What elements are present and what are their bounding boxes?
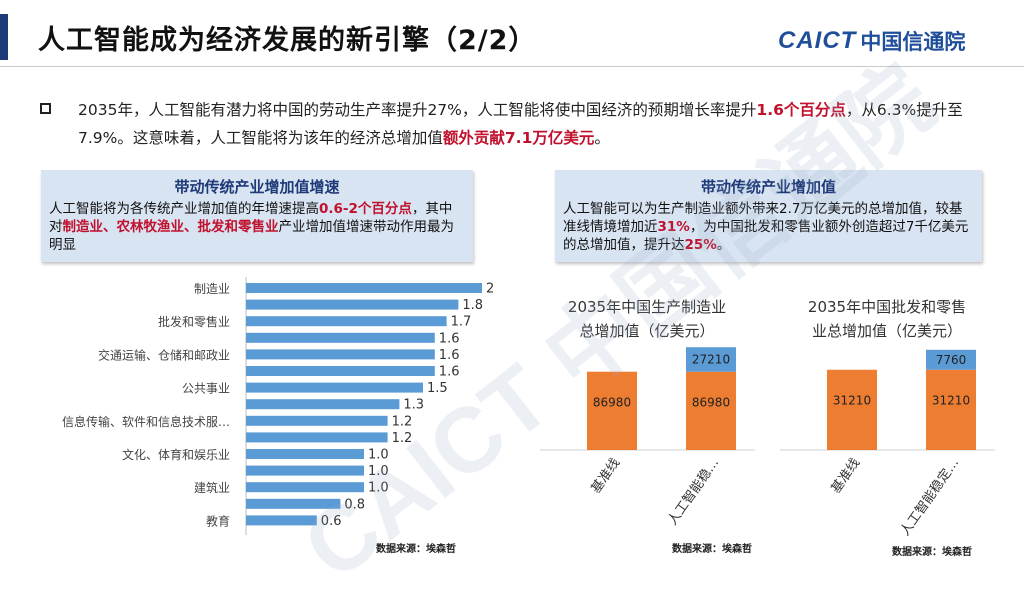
caict-logo: CAICT 中国信通院 [778,26,965,56]
intro-highlight-1: 1.6个百分点 [756,101,846,119]
x-category-label: 人工智能稳定… [897,455,962,539]
chart-title: 总增加值（亿美元） [579,322,714,340]
segment-value-label: 86980 [593,396,631,410]
bar [246,415,388,426]
left-summary-card: 带动传统产业增加值增速 人工智能将为各传统产业增加值的年增速提高0.6-2个百分… [41,170,473,262]
stacked-bar-segment [686,371,736,450]
intro-text-2: ，从6.3%提升至7.9%。这意味着，人工智能将为该年的经济总增加值 [78,101,963,147]
right-card-highlight-1: 31% [657,219,690,235]
bar [246,482,364,493]
bar-value-label: 1.2 [392,414,413,429]
x-category-label: 基准线 [829,456,864,497]
intro-text-3: 。 [594,129,610,147]
bar-value-label: 1.0 [368,464,389,479]
right-card-text-1: 人工智能可以为生产制造业额外带来2.7万亿美元的总增加值，较基准线情境增加近 [563,201,963,235]
bar-value-label: 1.0 [368,448,389,463]
category-label: 批发和零售业 [158,314,230,329]
middle-chart-source: 数据来源：埃森哲 [672,544,752,555]
bar-value-label: 2 [486,282,494,297]
category-label: 交通运输、仓储和邮政业 [98,347,230,362]
left-card-text-3: 产业增加值增速带动作用最为明显 [49,219,454,253]
bar [246,399,400,410]
bar-value-label: 1.2 [392,431,413,446]
bar-value-label: 1.5 [427,381,448,396]
bar-value-label: 1.6 [439,331,460,346]
intro-text-1: 2035年，人工智能有潜力将中国的劳动生产率提升27%，人工智能将使中国经济的预… [78,101,757,119]
segment-value-label: 27210 [692,352,730,366]
category-label: 制造业 [194,282,230,296]
stacked-bar-segment [926,369,976,450]
stacked-bar-segment [587,371,637,450]
intro-highlight-2: 额外贡献7.1万亿美元 [442,129,595,147]
category-label: 公共事业 [182,382,230,396]
logo-text-cn: 中国信通院 [860,30,966,54]
stacked-bar-segment [926,349,976,370]
bar-value-label: 1.3 [403,398,424,413]
right-card-text-3: 。 [716,237,731,253]
bar [246,349,435,360]
left-card-text-2: ，其中对 [49,201,453,235]
bar-value-label: 1.6 [439,348,460,363]
chart-title: 2035年中国生产制造业 [568,298,726,316]
bar [246,432,388,443]
category-label: 教育 [206,513,230,528]
bar-value-label: 0.8 [344,497,365,512]
right-card-title: 带动传统产业增加值 [700,178,836,196]
bar-value-label: 1.8 [462,298,483,313]
bar-value-label: 1.7 [451,315,472,330]
left-card-body: 人工智能将为各传统产业增加值的年增速提高0.6-2个百分点，其中对制造业、农林牧… [41,197,473,254]
bar [246,515,317,526]
category-label: 信息传输、软件和信息技术服… [62,414,230,429]
category-label: 文化、体育和娱乐业 [122,447,230,462]
category-label: 建筑业 [194,480,230,495]
bar [246,299,459,310]
x-category-label: 基准线 [589,456,624,497]
logo-text-en: CAICT [778,27,857,54]
bar [246,465,364,476]
right-chart-source: 数据来源：埃森哲 [892,547,972,558]
industry-growth-bar-chart: 2制造业1.81.7批发和零售业1.61.6交通运输、仓储和邮政业1.61.5公… [62,277,494,535]
right-card-text-2: ，为中国批发和零售业额外创造超过7千亿美元的总增加值，提升达 [563,219,969,253]
bar [246,283,482,293]
left-card-highlight-1: 0.6-2个百分点 [319,201,412,217]
bullet-square-icon [40,103,51,114]
stacked-bar-segment [686,347,736,372]
bar [246,316,447,327]
page-title: 人工智能成为经济发展的新引擎（2/2） [38,25,537,56]
bar-value-label: 1.0 [368,481,389,496]
segment-value-label: 31210 [833,394,871,408]
bar [246,449,364,459]
segment-value-label: 31210 [932,394,970,408]
left-chart-source: 数据来源：埃森哲 [376,544,456,555]
bar [246,382,423,393]
header-divider [0,66,1024,67]
intro-paragraph: 2035年，人工智能有潜力将中国的劳动生产率提升27%，人工智能将使中国经济的预… [78,96,968,152]
bar [246,498,341,509]
left-card-title: 带动传统产业增加值增速 [174,178,340,196]
bar-value-label: 0.6 [321,514,342,529]
x-category-label: 人工智能稳… [664,455,722,528]
bar [246,366,435,376]
chart-title: 业总增加值（亿美元） [812,322,962,340]
right-summary-card: 带动传统产业增加值 人工智能可以为生产制造业额外带来2.7万亿美元的总增加值，较… [555,170,982,262]
title-accent-bar [0,14,8,60]
right-card-highlight-2: 25% [684,237,717,253]
segment-value-label: 86980 [692,396,730,410]
bar-value-label: 1.6 [439,365,460,380]
segment-value-label: 7760 [936,353,967,367]
bar [246,332,435,343]
left-card-highlight-2: 制造业、农林牧渔业、批发和零售业 [62,219,279,235]
stacked-bar-segment [827,369,877,450]
chart-title: 2035年中国批发和零售 [808,298,966,316]
right-card-body: 人工智能可以为生产制造业额外带来2.7万亿美元的总增加值，较基准线情境增加近31… [555,197,982,254]
left-card-text-1: 人工智能将为各传统产业增加值的年增速提高 [49,201,319,217]
